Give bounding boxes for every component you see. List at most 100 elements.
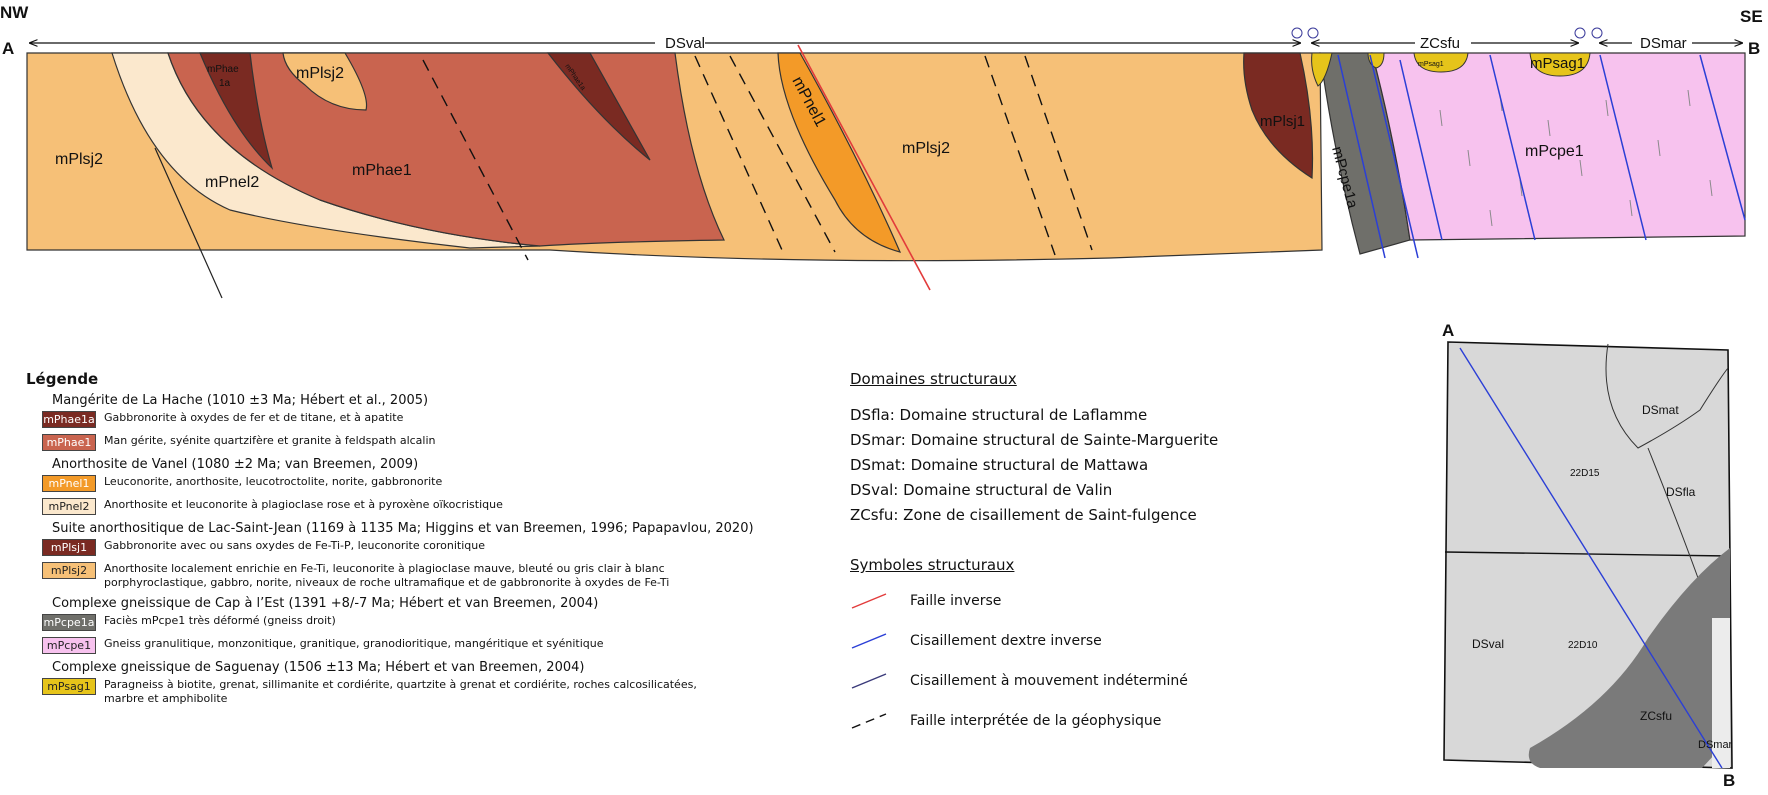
end-b: B	[1748, 39, 1760, 58]
symbol-line-icon	[851, 593, 887, 609]
label-mPlsj2-top: mPlsj2	[296, 65, 344, 82]
section-line	[1459, 347, 1723, 769]
domain-dsmar: DSmar	[1640, 35, 1687, 52]
domain-definition: DSmat: Domaine structural de Mattawa	[850, 456, 1149, 474]
inset-zcsfu: ZCsfu	[1640, 709, 1672, 723]
unit-mPnel1	[777, 52, 902, 253]
label-mPhae1a-top: mPhae	[207, 64, 239, 75]
symbol-label: Faille interprétée de la géophysique	[910, 713, 1162, 729]
legend-item-mPlsj2: mPlsj2 Anorthosite localement enrichie en…	[42, 562, 826, 590]
inset-dsmat: DSmat	[1642, 403, 1679, 417]
domain-definition: ZCsfu: Zone de cisaillement de Saint-ful…	[850, 506, 1197, 524]
symbol-item: Cisaillement à mouvement indéterminé	[850, 672, 1270, 690]
unit-mPcpe1	[1371, 52, 1746, 241]
legend-swatch: mPlsj1	[42, 539, 96, 556]
legend-swatch: mPhae1a	[42, 411, 96, 428]
legend-swatch: mPcpe1	[42, 637, 96, 654]
legend-item-mPhae1a: mPhae1a Gabbronorite à oxydes de fer et d…	[42, 411, 826, 428]
symbol-item: Faille inverse	[850, 592, 1270, 610]
unit-mPhae1	[167, 52, 725, 247]
legend-swatch: mPcpe1a	[42, 614, 96, 631]
unit-mPhae1a-a	[199, 52, 274, 170]
corner-se: SE	[1740, 7, 1763, 26]
inset-map: A B 22D15 22D10 DSmat DSfla DSval ZCsfu …	[1442, 321, 1735, 788]
zone-zcsfu	[1528, 548, 1730, 768]
symbol-lines: Faille inverse Cisaillement dextre invers…	[850, 592, 1270, 730]
legend-item-mPnel2: mPnel2 Anorthosite et leuconorite à plagi…	[42, 498, 826, 515]
inset-dsfla: DSfla	[1666, 485, 1696, 499]
legend-item-mPcpe1: mPcpe1 Gneiss granulitique, monzonitique,…	[42, 637, 826, 654]
unit-mPlsj2-inclusion	[282, 52, 368, 111]
domain-lines: DSfla: Domaine structural de Laflamme DSm…	[850, 406, 1270, 524]
legend-description: Man gérite, syénite quartzifère et grani…	[104, 434, 436, 447]
symbols-title: Symboles structuraux	[850, 556, 1015, 574]
symbol-line-icon	[851, 713, 887, 729]
legend-swatch: mPnel1	[42, 475, 96, 492]
domain-dsval: DSval	[665, 35, 705, 52]
inset-dsval: DSval	[1472, 637, 1504, 651]
legend-item-mPnel1: mPnel1 Leuconorite, anorthosite, leucotro…	[42, 475, 826, 492]
label-mPlsj1: mPlsj1	[1260, 113, 1305, 130]
legend-group-title: Complexe gneissique de Cap à l’Est (1391…	[52, 596, 599, 611]
contact-line-left	[154, 147, 223, 299]
legend-group-title: Complexe gneissique de Saguenay (1506 ±1…	[52, 660, 585, 675]
unit-mPsag1-pod-d	[1529, 52, 1591, 77]
legend-title: Légende	[26, 370, 99, 388]
reverse-fault	[797, 44, 931, 291]
symbol-label: Cisaillement à mouvement indéterminé	[910, 673, 1188, 689]
inset-sheet-22D10: 22D10	[1568, 640, 1598, 651]
inset-point-b: B	[1723, 771, 1735, 788]
legend-item-mPsag1: mPsag1 Paragneiss à biotite, grenat, sill…	[42, 678, 826, 706]
symbol-item: Faille interprétée de la géophysique	[850, 712, 1270, 730]
unit-mPlsj1	[1243, 52, 1314, 180]
inset-point-a: A	[1442, 321, 1454, 340]
legend-description: Paragneiss à biotite, grenat, sillimanit…	[104, 678, 697, 705]
domains-title: Domaines structuraux	[850, 370, 1017, 388]
zone-dsmar	[1712, 618, 1730, 768]
label-mPcpe1: mPcpe1	[1525, 143, 1584, 160]
legend-description: Gneiss granulitique, monzonitique, grani…	[104, 637, 604, 650]
legend-description: Faciès mPcpe1 très déformé (gneiss droit…	[104, 614, 336, 627]
label-mPsag1: mPsag1	[1530, 55, 1585, 72]
label-mPlsj2-left: mPlsj2	[55, 151, 103, 168]
legend-swatch: mPhae1	[42, 434, 96, 451]
shear-direction-symbols	[1291, 27, 1603, 39]
label-mPhae1: mPhae1	[352, 162, 412, 179]
legend-description: Anorthosite localement enrichie en Fe-Ti…	[104, 562, 670, 589]
structural-panel: Domaines structuraux DSfla: Domaine stru…	[850, 370, 1270, 752]
unit-mPsag1-pod-a	[1311, 52, 1333, 87]
unit-mPsag1-pod-c	[1413, 52, 1469, 73]
inset-sheet-22D15: 22D15	[1570, 468, 1600, 479]
legend-item-mPlsj1: mPlsj1 Gabbronorite avec ou sans oxydes d…	[42, 539, 826, 556]
legend-description: Gabbronorite avec ou sans oxydes de Fe-T…	[104, 539, 485, 552]
domain-definition: DSval: Domaine structural de Valin	[850, 481, 1113, 499]
legend-description: Anorthosite et leuconorite à plagioclase…	[104, 498, 503, 511]
legend-description: Gabbronorite à oxydes de fer et de titan…	[104, 411, 404, 424]
label-mPsag1-small: mPsag1	[1418, 61, 1444, 68]
dextral-reverse-shears	[1337, 54, 1746, 259]
symbol-label: Faille inverse	[910, 593, 1002, 609]
domain-definition: DSfla: Domaine structural de Laflamme	[850, 406, 1148, 424]
end-a: A	[2, 39, 14, 58]
inset-dsmar: DSmar	[1698, 739, 1733, 751]
legend-item-mPcpe1a: mPcpe1a Faciès mPcpe1 très déformé (gneis…	[42, 614, 826, 631]
legend-swatch: mPlsj2	[42, 562, 96, 579]
interpreted-faults	[422, 55, 1093, 261]
legend-item-mPhae1: mPhae1 Man gérite, syénite quartzifère et…	[42, 434, 826, 451]
symbol-item: Cisaillement dextre inverse	[850, 632, 1270, 650]
symbol-line-icon	[851, 673, 887, 689]
unit-mPhae1a-b	[546, 52, 651, 161]
legend-group-title: Suite anorthositique de Lac-Saint-Jean (…	[52, 521, 754, 536]
dsmat-boundary	[1605, 343, 1729, 449]
corner-nw: NW	[0, 3, 29, 22]
domain-zcsfu: ZCsfu	[1420, 35, 1460, 52]
label-mPlsj2-mid: mPlsj2	[902, 140, 950, 157]
legend-group-title: Anorthosite de Vanel (1080 ±2 Ma; van Br…	[52, 457, 419, 472]
legend-description: Leuconorite, anorthosite, leucotroctolit…	[104, 475, 443, 488]
domain-definition: DSmar: Domaine structural de Sainte-Marg…	[850, 431, 1219, 449]
legend-swatch: mPsag1	[42, 678, 96, 695]
legend-groups: Mangérite de La Hache (1010 ±3 Ma; Héber…	[26, 393, 826, 706]
label-mPhae1a-top2: 1a	[219, 78, 231, 89]
geologic-cross-section: NW SE A B DSval ZCsfu DSmar mPlsj2 mPnel…	[0, 3, 1763, 299]
label-mPnel2: mPnel2	[205, 174, 259, 191]
